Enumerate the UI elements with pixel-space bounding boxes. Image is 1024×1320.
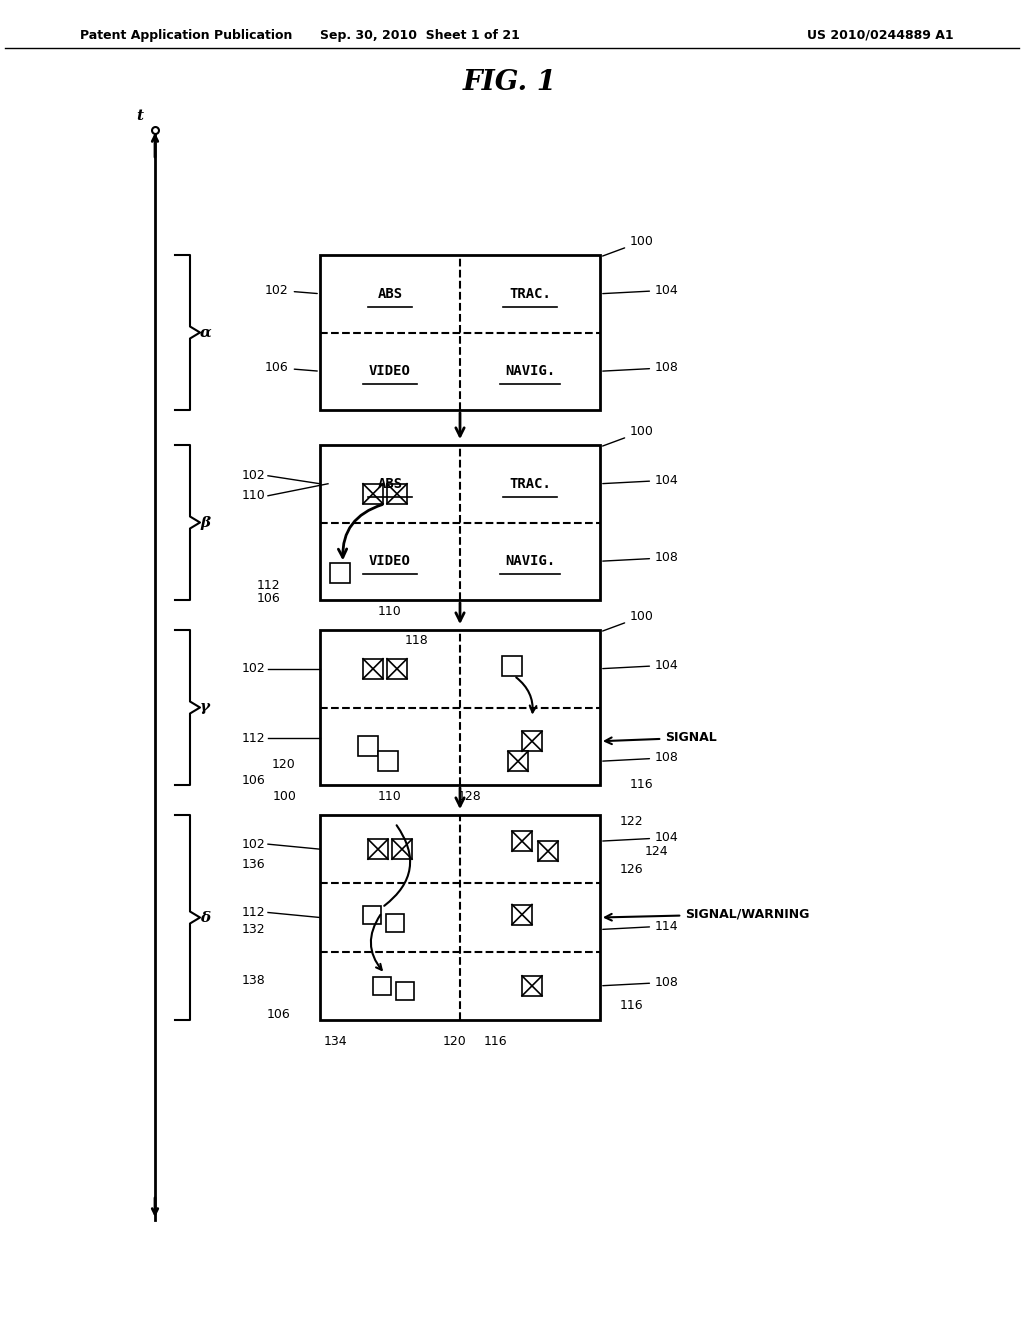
Text: 106: 106 <box>265 362 317 375</box>
Text: 136: 136 <box>242 858 265 871</box>
Text: 114: 114 <box>603 920 679 932</box>
Text: 104: 104 <box>603 832 679 845</box>
Text: 102: 102 <box>242 838 265 850</box>
Text: SIGNAL: SIGNAL <box>605 731 717 744</box>
Text: β: β <box>200 516 210 529</box>
Text: 100: 100 <box>602 425 654 446</box>
Bar <box>330 564 350 583</box>
Text: 120: 120 <box>443 1035 467 1048</box>
Text: 116: 116 <box>483 1035 507 1048</box>
Text: 108: 108 <box>603 552 679 564</box>
Text: 122: 122 <box>620 814 644 828</box>
Text: 116: 116 <box>630 777 653 791</box>
Bar <box>387 659 407 678</box>
Text: 108: 108 <box>603 362 679 375</box>
Text: 108: 108 <box>603 975 679 989</box>
Text: VIDEO: VIDEO <box>369 364 411 379</box>
Text: NAVIG.: NAVIG. <box>505 364 555 379</box>
Text: 104: 104 <box>603 659 679 672</box>
Text: TRAC.: TRAC. <box>509 286 551 301</box>
FancyArrowPatch shape <box>371 915 382 970</box>
Text: ABS: ABS <box>378 286 402 301</box>
Bar <box>508 751 528 771</box>
FancyBboxPatch shape <box>319 255 600 411</box>
Text: 102: 102 <box>242 663 265 676</box>
Text: 128: 128 <box>458 789 482 803</box>
Text: 116: 116 <box>620 999 644 1012</box>
Bar <box>522 731 542 751</box>
Bar <box>392 840 412 859</box>
Bar <box>512 904 532 924</box>
FancyBboxPatch shape <box>319 630 600 785</box>
Text: 100: 100 <box>602 235 654 256</box>
Text: 106: 106 <box>266 1008 290 1022</box>
Bar <box>522 975 542 995</box>
Text: α: α <box>200 326 212 339</box>
Text: 100: 100 <box>602 610 654 631</box>
Text: NAVIG.: NAVIG. <box>505 554 555 568</box>
Text: 138: 138 <box>242 974 265 987</box>
Bar <box>387 483 407 504</box>
Text: 106: 106 <box>242 774 265 787</box>
Text: 102: 102 <box>265 284 317 297</box>
Text: US 2010/0244889 A1: US 2010/0244889 A1 <box>807 29 953 41</box>
FancyArrowPatch shape <box>338 504 382 557</box>
Text: γ: γ <box>200 701 210 714</box>
Text: 106: 106 <box>256 591 280 605</box>
Bar <box>378 751 398 771</box>
Bar <box>538 841 558 861</box>
Bar <box>512 832 532 851</box>
Text: 104: 104 <box>603 284 679 297</box>
Text: Sep. 30, 2010  Sheet 1 of 21: Sep. 30, 2010 Sheet 1 of 21 <box>321 29 520 41</box>
Text: 110: 110 <box>242 490 265 502</box>
FancyArrowPatch shape <box>384 825 411 906</box>
Text: 112: 112 <box>242 731 265 744</box>
FancyBboxPatch shape <box>319 445 600 601</box>
Bar <box>362 483 383 504</box>
Text: 112: 112 <box>242 906 265 919</box>
Text: 108: 108 <box>603 751 679 764</box>
Text: t: t <box>136 110 143 123</box>
Text: 124: 124 <box>645 845 669 858</box>
Text: δ: δ <box>200 911 210 924</box>
Text: 126: 126 <box>620 863 644 875</box>
Text: SIGNAL/WARNING: SIGNAL/WARNING <box>605 908 809 920</box>
Text: 110: 110 <box>378 789 401 803</box>
Bar <box>368 840 388 859</box>
Text: TRAC.: TRAC. <box>509 477 551 491</box>
Bar <box>502 656 522 676</box>
Text: 120: 120 <box>271 758 295 771</box>
Bar <box>362 659 383 678</box>
Bar <box>362 906 381 924</box>
Text: Patent Application Publication: Patent Application Publication <box>80 29 293 41</box>
Text: 102: 102 <box>242 469 265 482</box>
Text: 134: 134 <box>324 1035 347 1048</box>
Bar <box>373 977 391 995</box>
Text: FIG. 1: FIG. 1 <box>463 69 557 95</box>
Bar <box>396 982 414 999</box>
Text: 132: 132 <box>242 923 265 936</box>
Text: 104: 104 <box>603 474 679 487</box>
Text: 112: 112 <box>256 578 280 591</box>
Text: 100: 100 <box>273 789 297 803</box>
Text: 118: 118 <box>406 634 429 647</box>
Text: VIDEO: VIDEO <box>369 554 411 568</box>
Text: 110: 110 <box>378 605 401 618</box>
FancyBboxPatch shape <box>319 814 600 1020</box>
Bar <box>386 913 404 932</box>
Text: ABS: ABS <box>378 477 402 491</box>
FancyArrowPatch shape <box>516 677 537 713</box>
Bar <box>358 737 378 756</box>
